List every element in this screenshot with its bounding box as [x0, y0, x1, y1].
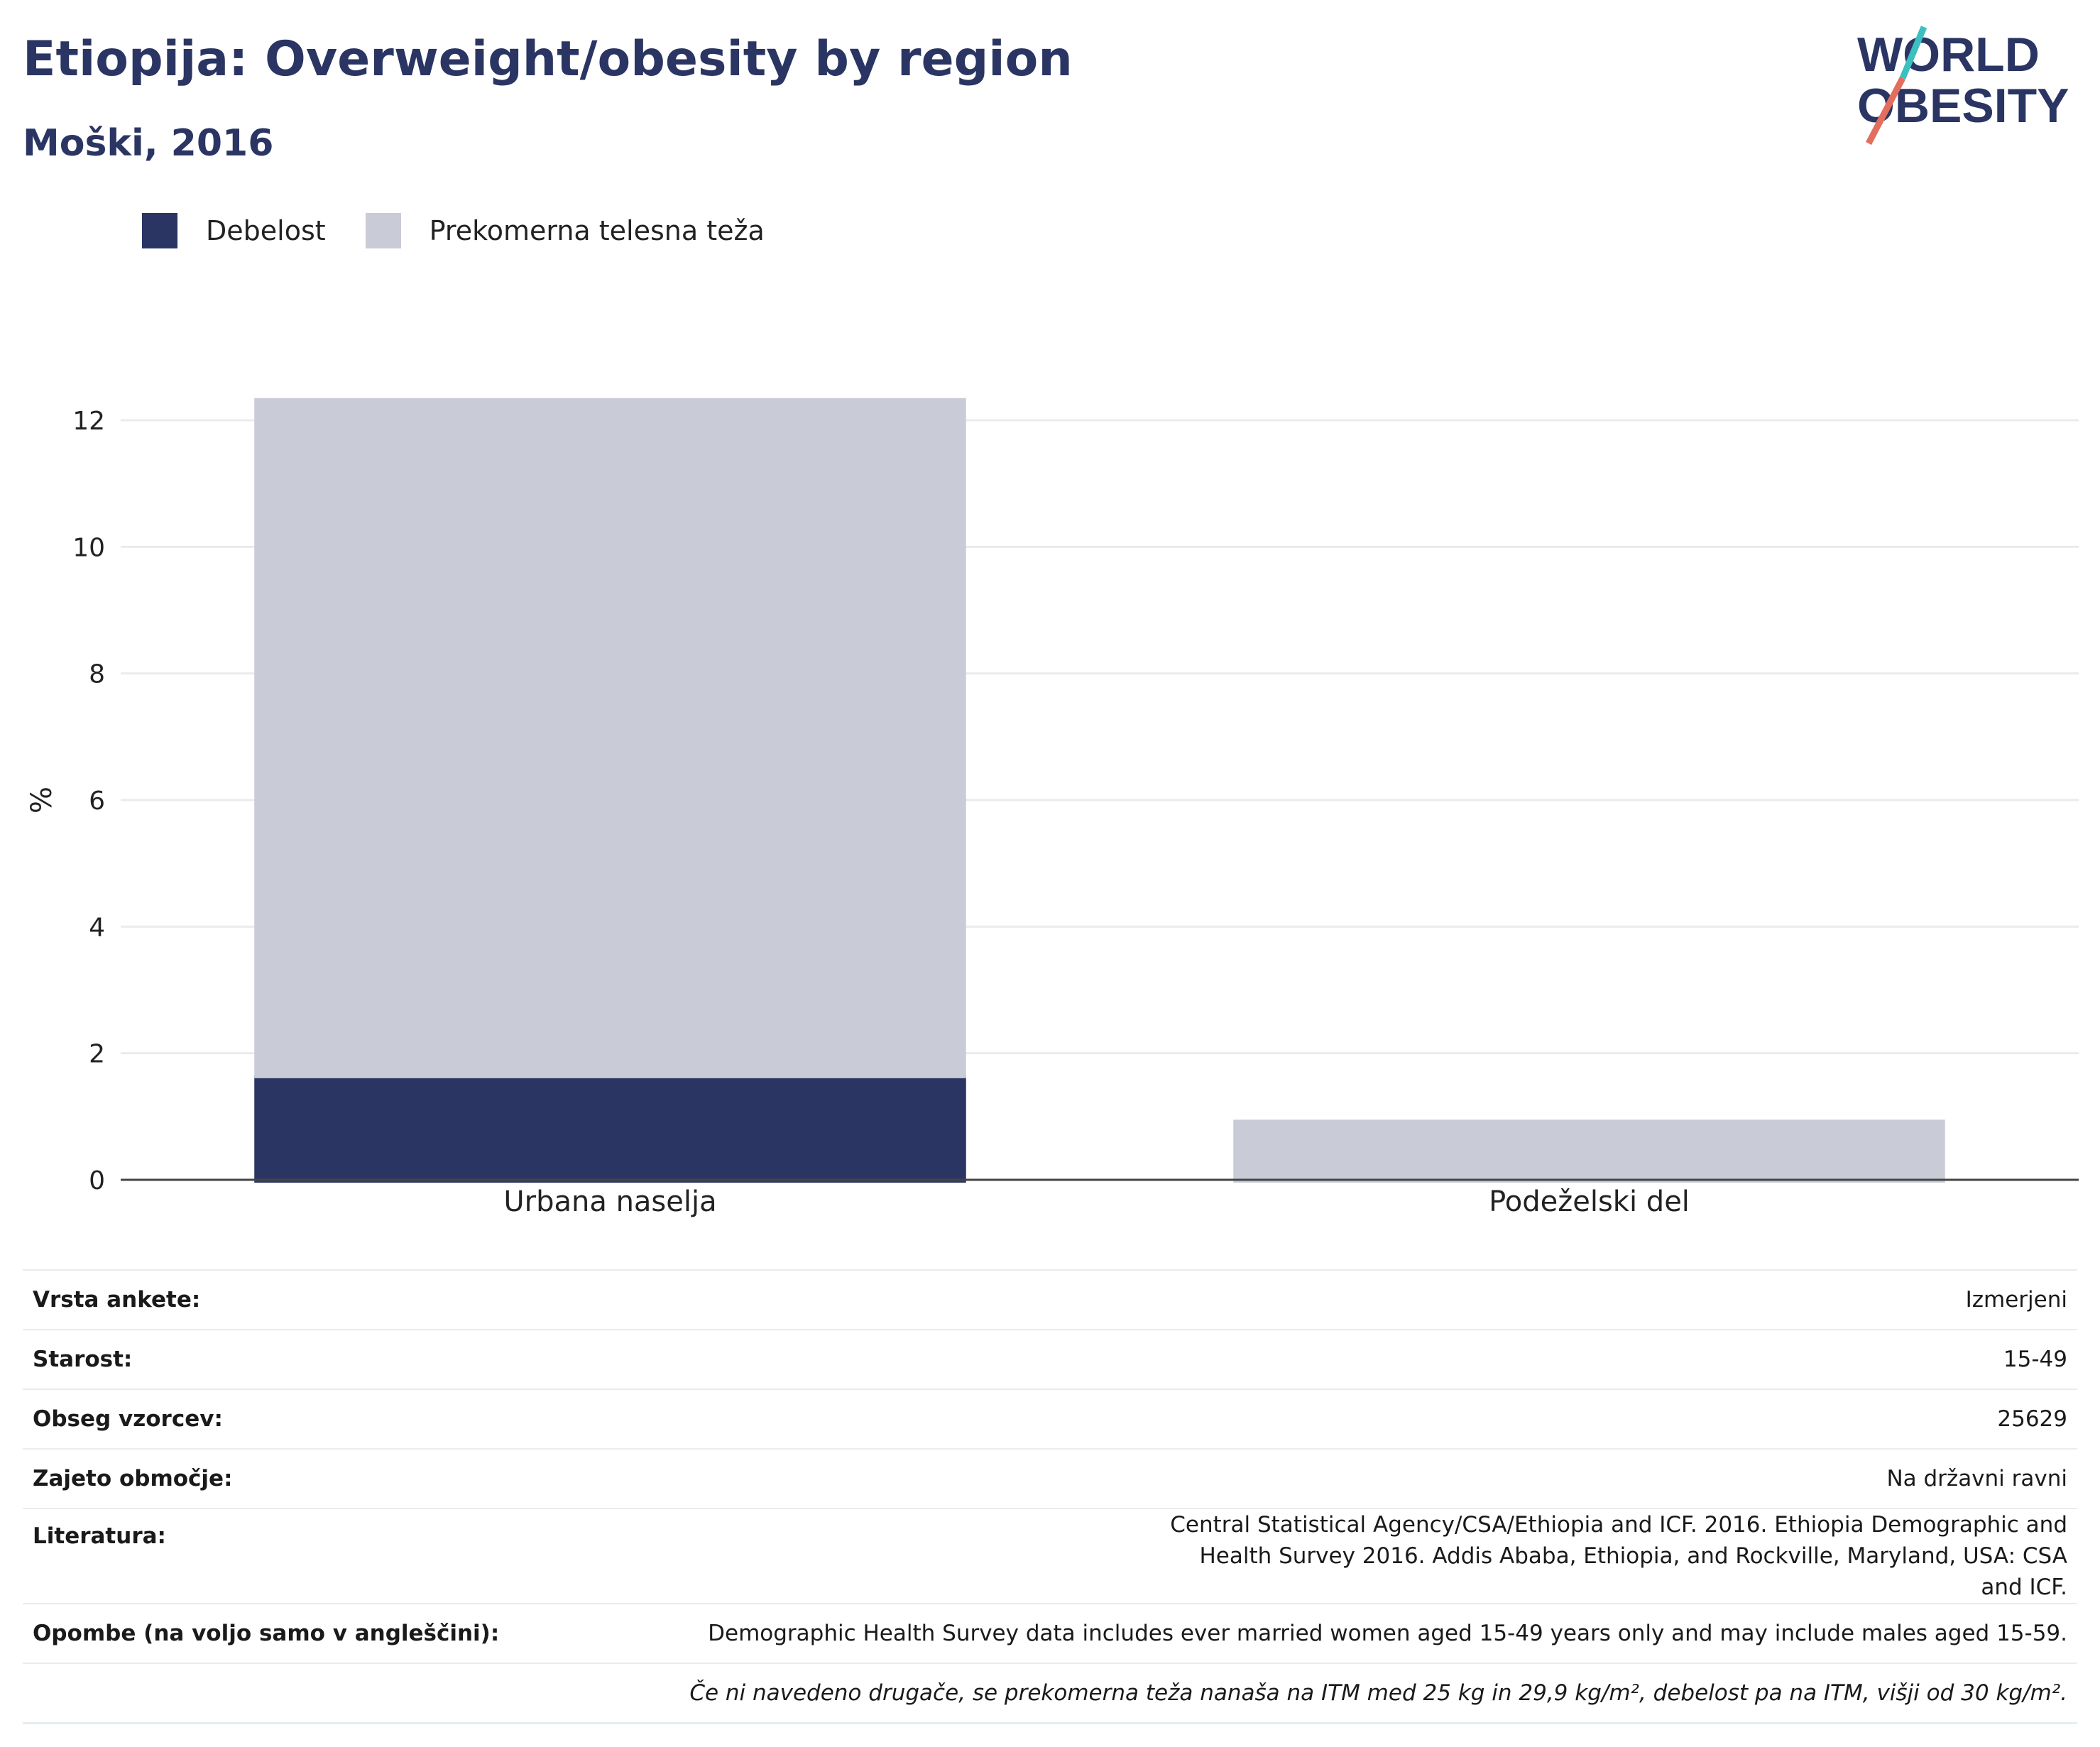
logo-slash-teal: [1899, 26, 1927, 80]
y-tick-label: 10: [72, 533, 105, 562]
world-obesity-logo: WORLD OBESITY: [1857, 26, 2069, 146]
reference-label: Literatura:: [23, 1508, 611, 1604]
table-row: Obseg vzorcev: 25629: [23, 1389, 2077, 1449]
table-row: Zajeto območje: Na državni ravni: [23, 1448, 2077, 1508]
chart-legend: Debelost Prekomerna telesna teža: [142, 213, 804, 248]
x-category-label: Podeželski del: [1489, 1185, 1690, 1218]
table-row: Če ni navedeno drugače, se prekomerna te…: [23, 1663, 2077, 1724]
y-axis-label: %: [26, 787, 58, 814]
legend-label-obesity: Debelost: [206, 215, 326, 246]
legend-label-overweight: Prekomerna telesna teža: [429, 215, 765, 246]
notes-value: Demographic Health Survey data includes …: [611, 1603, 2077, 1663]
logo-line-1: WORLD: [1857, 28, 2040, 82]
logo-line-2: OBESITY: [1857, 79, 2069, 133]
legend-swatch-overweight: [365, 213, 401, 248]
reference-value: Central Statistical Agency/CSA/Ethiopia …: [611, 1508, 2077, 1604]
survey-info-table: Vrsta ankete: Izmerjeni Starost: 15-49 O…: [23, 1269, 2077, 1724]
survey-type-label: Vrsta ankete:: [23, 1269, 611, 1330]
bar-chart: 0 2 4 6 8 10 12% Urbana naselja Podeželski del: [26, 398, 2079, 1218]
y-tick-label: 2: [89, 1040, 105, 1069]
y-tick-label: 4: [89, 913, 105, 942]
logo-slash-red: [1866, 76, 1905, 146]
table-row: Starost: 15-49: [23, 1329, 2077, 1389]
notes-label: Opombe (na voljo samo v angleščini):: [23, 1603, 611, 1663]
age-value: 15-49: [611, 1329, 2077, 1389]
definition-label: [23, 1663, 611, 1724]
y-tick-label: 0: [89, 1166, 105, 1195]
survey-type-value: Izmerjeni: [611, 1269, 2077, 1330]
y-tick-label: 12: [72, 407, 105, 436]
sample-size-value: 25629: [611, 1389, 2077, 1449]
page-subtitle: Moški, 2016: [23, 122, 274, 165]
legend-item-obesity: Debelost: [142, 213, 326, 248]
bar-overweight-2: [1233, 1119, 1945, 1183]
bar-obesity-1: [254, 1075, 966, 1183]
y-tick-label: 6: [89, 787, 105, 816]
page-title: Etiopija: Overweight/obesity by region: [23, 31, 1073, 87]
age-label: Starost:: [23, 1329, 611, 1389]
y-tick-label: 8: [89, 660, 105, 689]
table-row: Opombe (na voljo samo v angleščini): Dem…: [23, 1603, 2077, 1663]
legend-item-overweight: Prekomerna telesna teža: [365, 213, 765, 248]
table-row: Vrsta ankete: Izmerjeni: [23, 1269, 2077, 1330]
coverage-value: Na državni ravni: [611, 1448, 2077, 1508]
bar-overweight-1: [254, 398, 966, 1078]
table-row: Literatura: Central Statistical Agency/C…: [23, 1508, 2077, 1604]
coverage-label: Zajeto območje:: [23, 1448, 611, 1508]
legend-swatch-obesity: [142, 213, 177, 248]
definition-value: Če ni navedeno drugače, se prekomerna te…: [611, 1663, 2077, 1724]
sample-size-label: Obseg vzorcev:: [23, 1389, 611, 1449]
x-category-label: Urbana naselja: [503, 1185, 716, 1218]
